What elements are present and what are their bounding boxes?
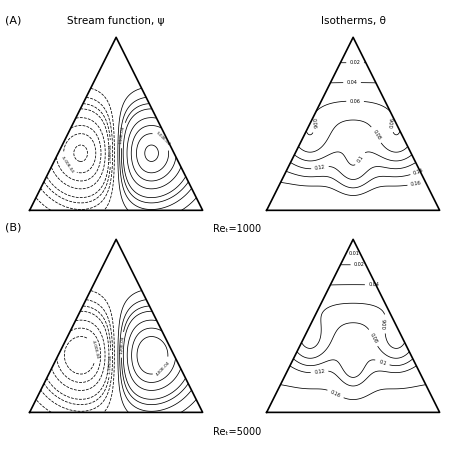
Text: 1.50E-04: 1.50E-04 bbox=[119, 126, 126, 145]
Text: 0.06: 0.06 bbox=[350, 98, 361, 104]
Text: -5.00E-04: -5.00E-04 bbox=[60, 155, 74, 174]
Text: 0.12: 0.12 bbox=[314, 164, 326, 171]
Text: 0.16: 0.16 bbox=[410, 180, 422, 187]
Text: 4.00E-04: 4.00E-04 bbox=[155, 360, 171, 376]
Text: 0.14: 0.14 bbox=[413, 167, 425, 176]
Text: 0.1: 0.1 bbox=[356, 154, 365, 163]
Text: 0.1: 0.1 bbox=[378, 359, 387, 366]
Text: 0.04: 0.04 bbox=[368, 282, 379, 287]
Text: 0.06: 0.06 bbox=[311, 118, 317, 129]
Text: 0.02: 0.02 bbox=[354, 262, 365, 267]
Text: 0.06: 0.06 bbox=[390, 117, 395, 128]
Text: Stream function, ψ: Stream function, ψ bbox=[67, 16, 165, 26]
Text: (A): (A) bbox=[5, 16, 21, 26]
Text: -1.50E-04: -1.50E-04 bbox=[109, 144, 113, 163]
Text: Reₜ=5000: Reₜ=5000 bbox=[213, 427, 261, 437]
Text: 0.16: 0.16 bbox=[329, 389, 342, 398]
Text: -1.20E-04: -1.20E-04 bbox=[108, 354, 113, 374]
Text: 0.12: 0.12 bbox=[314, 369, 325, 375]
Text: 0.04: 0.04 bbox=[346, 80, 357, 85]
Text: 0.08: 0.08 bbox=[371, 129, 381, 141]
Text: Isotherms, θ: Isotherms, θ bbox=[320, 16, 386, 26]
Text: 0.01: 0.01 bbox=[348, 251, 359, 256]
Text: -4.00E-04: -4.00E-04 bbox=[91, 340, 99, 360]
Text: 5.00E-04: 5.00E-04 bbox=[155, 131, 171, 147]
Text: 0.02: 0.02 bbox=[350, 60, 361, 65]
Text: 0.06: 0.06 bbox=[383, 318, 388, 330]
Text: 1.20E-04: 1.20E-04 bbox=[119, 335, 125, 354]
Text: (B): (B) bbox=[5, 222, 21, 232]
Text: 0.08: 0.08 bbox=[369, 332, 378, 344]
Text: Reₜ=1000: Reₜ=1000 bbox=[213, 224, 261, 234]
